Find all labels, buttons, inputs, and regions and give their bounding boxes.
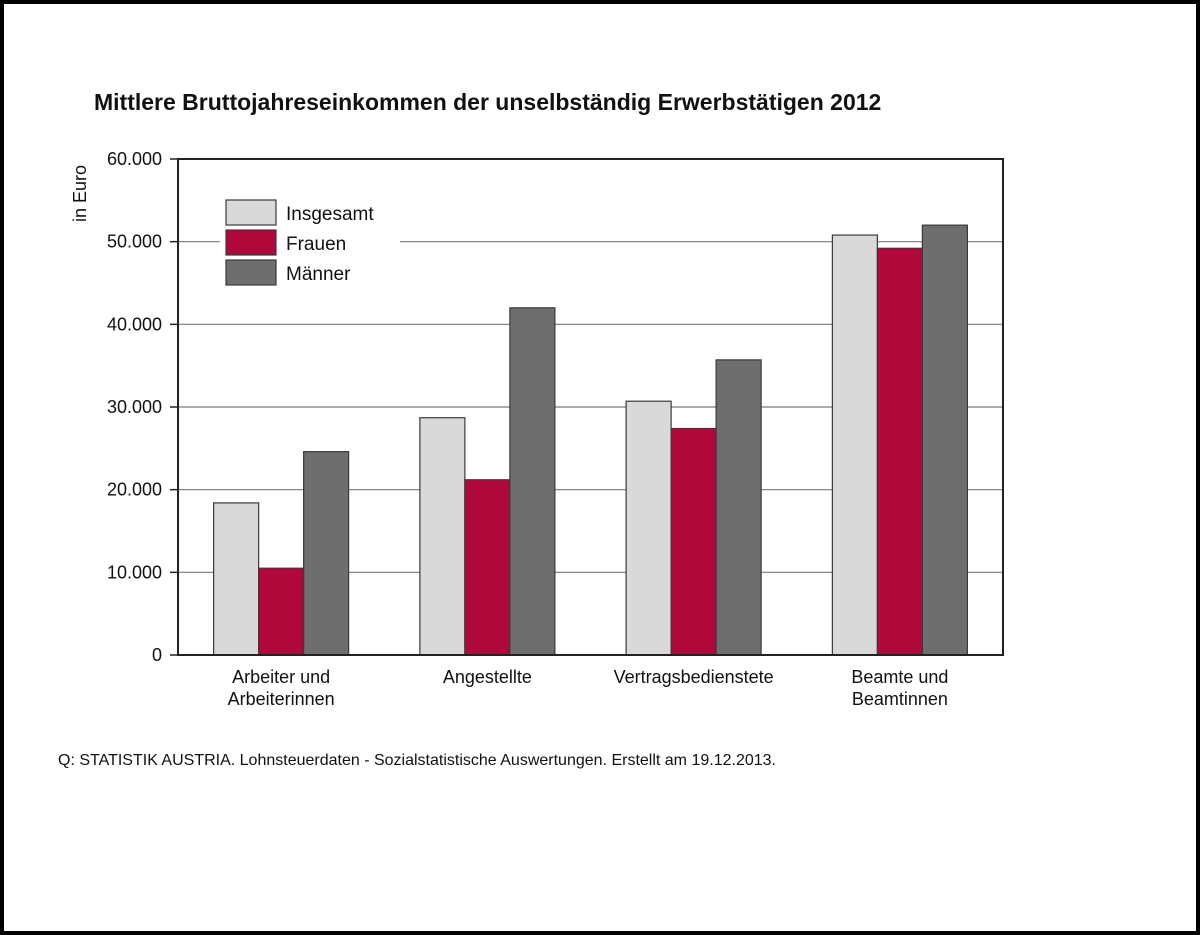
bar-insgesamt <box>831 234 878 656</box>
x-tick-label: Angestellte <box>443 667 532 687</box>
legend-label: Insgesamt <box>286 204 374 225</box>
bar-frauen <box>876 247 923 656</box>
bar-männer <box>509 307 556 656</box>
y-axis-label: in Euro <box>70 165 90 222</box>
x-tick-label-line: Arbeiter und <box>232 667 330 687</box>
plot-frame <box>177 158 1004 656</box>
x-tick-label-line: Beamtinnen <box>852 689 948 709</box>
plot-area: 0 10.000 20.000 30.000 40.000 50.000 60.000 Arb… <box>107 149 1004 709</box>
bar-chart: Mittlere Bruttojahreseinkommen der unsel… <box>58 89 1004 769</box>
bar-frauen <box>258 567 305 656</box>
bar-insgesamt <box>213 502 260 656</box>
legend-label: Männer <box>286 264 351 285</box>
bar-insgesamt <box>625 400 672 656</box>
y-tick-label: 50.000 <box>107 232 162 252</box>
chart-title: Mittlere Bruttojahreseinkommen der unsel… <box>94 89 881 115</box>
bar-männer <box>303 451 350 656</box>
legend-swatch <box>225 229 277 256</box>
source-note: Q: STATISTIK AUSTRIA. Lohnsteuerdaten - … <box>58 752 776 769</box>
legend-swatch <box>225 259 277 286</box>
bar-frauen <box>670 427 717 656</box>
y-tick-label: 30.000 <box>107 397 162 417</box>
y-tick-label: 20.000 <box>107 480 162 500</box>
bar-männer <box>715 359 762 656</box>
x-tick-label-line: Arbeiterinnen <box>228 689 335 709</box>
bar-frauen <box>464 479 511 656</box>
y-tick-label: 40.000 <box>107 314 162 334</box>
bar-insgesamt <box>419 417 466 656</box>
legend-swatch <box>225 199 277 226</box>
x-tick-label: Beamte und Beamtinnen <box>851 667 948 709</box>
y-tick-label: 0 <box>152 645 162 665</box>
x-tick-label-line: Beamte und <box>851 667 948 687</box>
legend: Insgesamt Frauen Männer <box>220 196 400 290</box>
y-tick-label: 10.000 <box>107 562 162 582</box>
x-tick-label-line: Angestellte <box>443 667 532 687</box>
x-tick-label: Vertragsbedienstete <box>614 667 774 687</box>
legend-label: Frauen <box>286 234 346 255</box>
y-tick-label: 60.000 <box>107 149 162 169</box>
x-tick-label-line: Vertragsbedienstete <box>614 667 774 687</box>
bar-männer <box>921 224 968 656</box>
x-tick-label: Arbeiter und Arbeiterinnen <box>228 667 335 709</box>
